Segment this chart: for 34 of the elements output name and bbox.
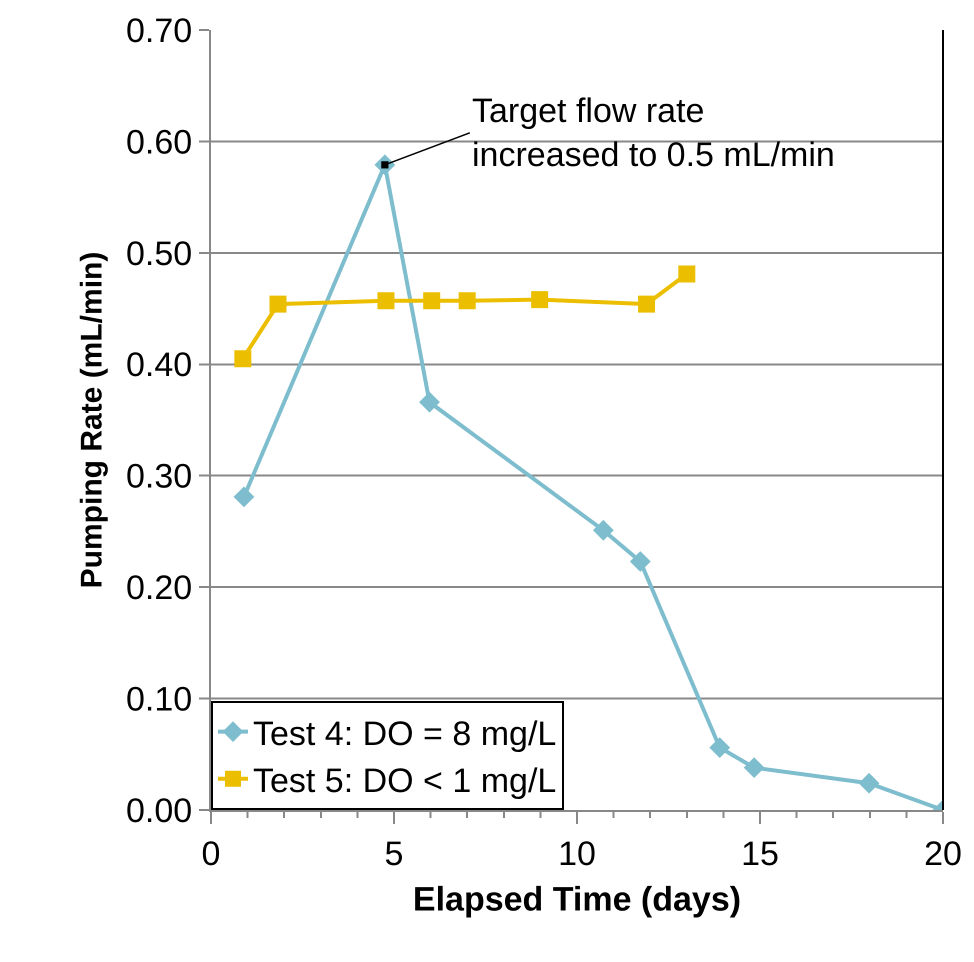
legend-label: Test 4: DO = 8 mg/L [253, 714, 556, 753]
y-tick-label: 0.70 [126, 12, 192, 50]
x-tick-label: 15 [741, 834, 779, 873]
x-tick-label: 10 [558, 834, 596, 873]
point [234, 486, 254, 508]
point [592, 520, 614, 541]
point [678, 266, 696, 283]
y-tick-label: 0.50 [126, 234, 192, 273]
y-tick-label: 0.30 [126, 458, 192, 496]
y-tick-label: 0.00 [126, 792, 192, 830]
y-tick-label: 0.60 [126, 123, 192, 162]
x-tick-label: 20 [924, 834, 962, 873]
point [458, 292, 476, 310]
x-axis-title: Elapsed Time (days) [412, 880, 742, 919]
point [858, 772, 880, 794]
legend-label: Test 5: DO < 1 mg/L [253, 762, 556, 800]
point [234, 350, 252, 368]
point [531, 291, 548, 308]
x-tick-label: 5 [384, 834, 404, 873]
y-tick-label: 0.10 [126, 680, 192, 718]
point [709, 737, 730, 758]
point [419, 392, 440, 413]
point [423, 292, 440, 310]
y-axis-title: Pumping Rate (mL/min) [76, 252, 109, 588]
point [744, 757, 765, 778]
annotation: Target flow rate increased to 0.5 mL/min [472, 92, 835, 174]
point [630, 551, 651, 572]
point [374, 154, 396, 176]
x-tick-label: 0 [202, 834, 220, 873]
point [269, 296, 286, 313]
point [638, 296, 656, 313]
y-tick-label: 0.40 [126, 346, 192, 384]
y-tick-label: 0.20 [126, 569, 192, 608]
point [377, 292, 394, 310]
